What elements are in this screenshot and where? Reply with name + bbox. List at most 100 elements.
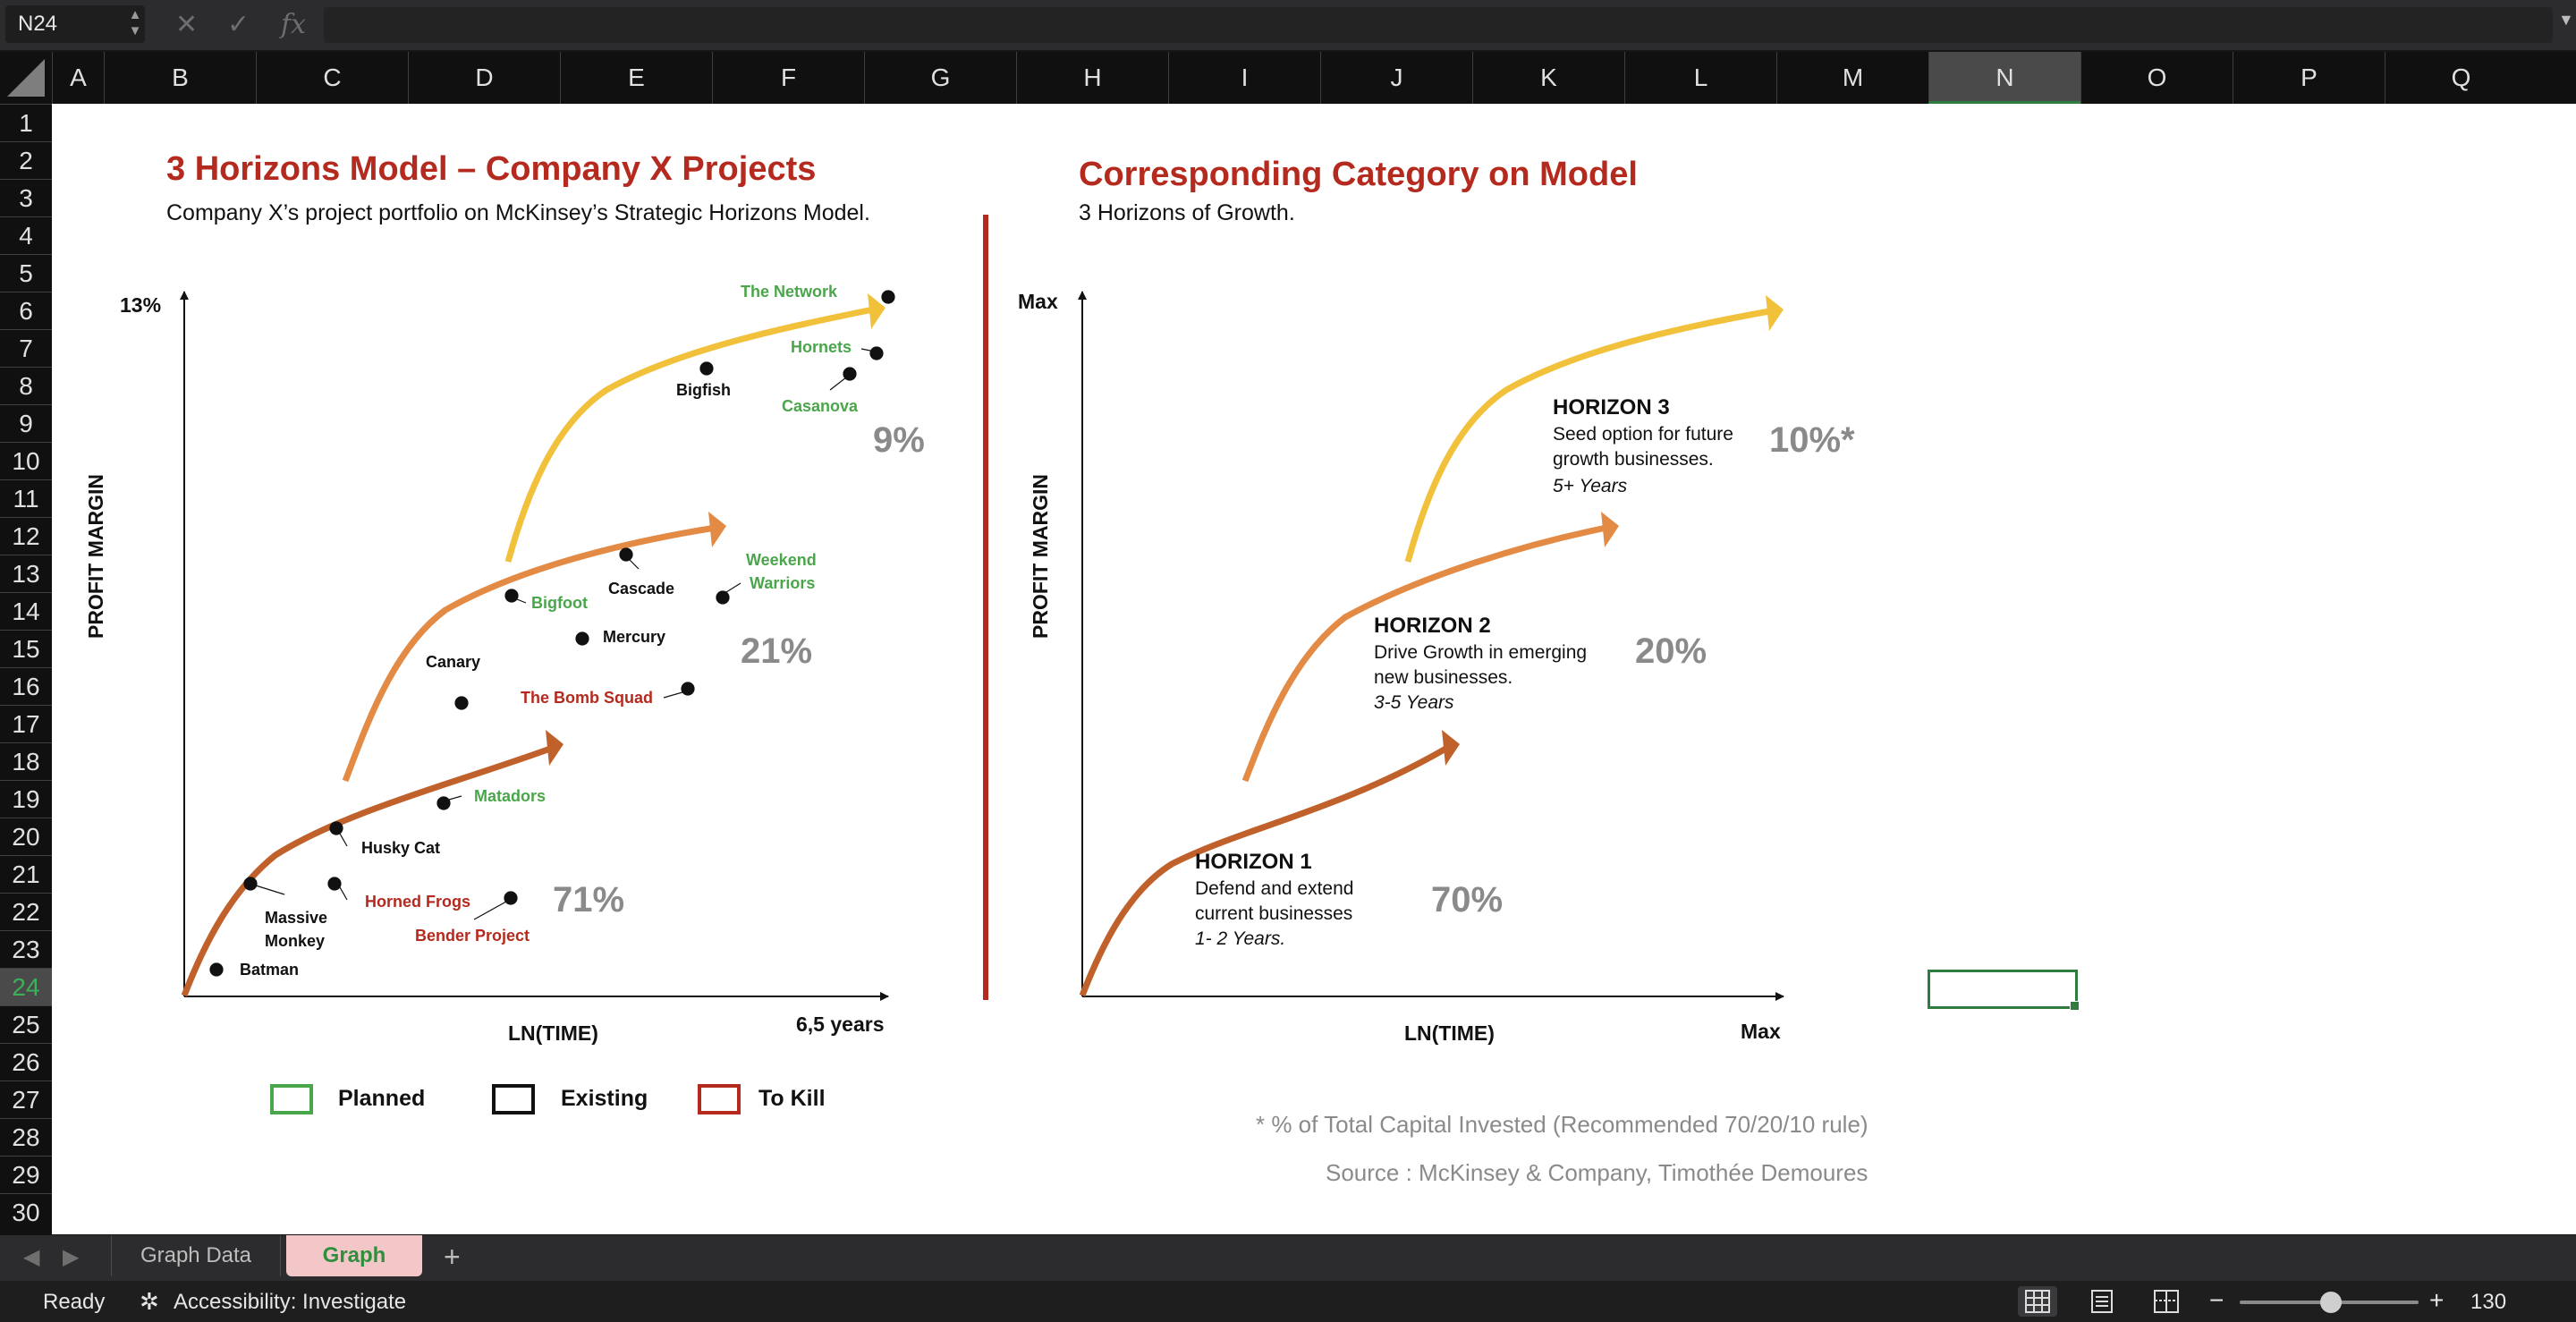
column-header-m[interactable]: M xyxy=(1776,52,1928,104)
name-box-stepper-icon[interactable]: ▲ ▼ xyxy=(128,7,142,38)
column-header-o[interactable]: O xyxy=(2080,52,2233,104)
chevron-down-icon[interactable]: ▼ xyxy=(2558,11,2574,29)
normal-view-button[interactable] xyxy=(2018,1286,2057,1317)
label-husky-cat: Husky Cat xyxy=(361,839,441,857)
function-icon[interactable]: fx xyxy=(281,9,307,40)
row-header-30[interactable]: 30 xyxy=(0,1193,52,1231)
name-box[interactable]: N24 xyxy=(5,5,145,43)
x-icon[interactable]: ✕ xyxy=(175,10,199,39)
row-header-12[interactable]: 12 xyxy=(0,517,52,555)
row-header-18[interactable]: 18 xyxy=(0,742,52,780)
column-header-h[interactable]: H xyxy=(1016,52,1168,104)
column-header-n[interactable]: N xyxy=(1928,52,2080,104)
row-header-5[interactable]: 5 xyxy=(0,254,52,292)
tab-scroll-left-icon[interactable]: ◀ xyxy=(23,1245,40,1269)
horizon-1-description: Defend and extend current businesses xyxy=(1195,878,1354,924)
page-break-view-button[interactable] xyxy=(2147,1286,2186,1317)
check-icon[interactable]: ✓ xyxy=(227,10,250,39)
column-header-k[interactable]: K xyxy=(1472,52,1624,104)
row-header-6[interactable]: 6 xyxy=(0,292,52,329)
right-y-max-label: Max xyxy=(1018,290,1058,313)
right-chart-title: Corresponding Category on Model xyxy=(1079,156,1638,193)
formula-bar: N24 ▲ ▼ ✕ ✓ fx ▼ xyxy=(0,0,2576,52)
accessibility-status[interactable]: Accessibility: Investigate xyxy=(174,1290,407,1314)
row-header-4[interactable]: 4 xyxy=(0,216,52,254)
column-header-j[interactable]: J xyxy=(1320,52,1472,104)
column-header-p[interactable]: P xyxy=(2233,52,2385,104)
horizon-2-title: HORIZON 2 xyxy=(1374,614,1491,638)
row-header-2[interactable]: 2 xyxy=(0,141,52,179)
row-header-13[interactable]: 13 xyxy=(0,555,52,592)
row-header-28[interactable]: 28 xyxy=(0,1118,52,1156)
zoom-out-button[interactable]: − xyxy=(2209,1286,2224,1314)
select-all-button[interactable] xyxy=(0,52,52,104)
source-note: Source : McKinsey & Company, Timothée De… xyxy=(1326,1159,1868,1186)
point-the-bomb-squad xyxy=(681,682,695,696)
point-hornets xyxy=(869,346,884,360)
fill-handle[interactable] xyxy=(2070,1001,2080,1011)
right-x-max-label: Max xyxy=(1741,1020,1781,1043)
label-weekend: Weekend xyxy=(746,551,817,569)
row-header-27[interactable]: 27 xyxy=(0,1080,52,1118)
row-header-29[interactable]: 29 xyxy=(0,1156,52,1193)
row-header-9[interactable]: 9 xyxy=(0,404,52,442)
zoom-slider-thumb[interactable] xyxy=(2320,1292,2342,1313)
row-header-column: 1 2 3 4 5 6 7 8 9 10 11 12 13 14 15 16 1… xyxy=(0,104,52,1234)
label-mercury: Mercury xyxy=(603,628,666,646)
column-header-e[interactable]: E xyxy=(560,52,712,104)
row-header-15[interactable]: 15 xyxy=(0,630,52,667)
column-header-c[interactable]: C xyxy=(256,52,408,104)
row-header-24[interactable]: 24 xyxy=(0,968,52,1005)
column-header-d[interactable]: D xyxy=(408,52,560,104)
tab-graph[interactable]: Graph xyxy=(286,1235,422,1276)
label-warriors: Warriors xyxy=(750,574,816,592)
row-header-10[interactable]: 10 xyxy=(0,442,52,479)
zoom-level[interactable]: 130 xyxy=(2470,1290,2507,1314)
row-header-16[interactable]: 16 xyxy=(0,667,52,705)
column-header-a[interactable]: A xyxy=(52,52,104,104)
tab-scroll-right-icon[interactable]: ▶ xyxy=(63,1245,80,1269)
row-header-1[interactable]: 1 xyxy=(0,104,52,141)
row-header-26[interactable]: 26 xyxy=(0,1043,52,1080)
label-the-bomb-squad: The Bomb Squad xyxy=(521,689,653,707)
sheet-tabs-bar: ◀ ▶ Graph Data Graph + xyxy=(0,1234,2576,1282)
column-header-q[interactable]: Q xyxy=(2385,52,2537,104)
left-horizon-2-curve xyxy=(342,524,716,783)
row-header-3[interactable]: 3 xyxy=(0,179,52,216)
page-layout-view-button[interactable] xyxy=(2082,1286,2122,1317)
row-header-23[interactable]: 23 xyxy=(0,930,52,968)
left-y-axis-label: PROFIT MARGIN xyxy=(84,474,107,639)
row-header-19[interactable]: 19 xyxy=(0,780,52,818)
row-header-14[interactable]: 14 xyxy=(0,592,52,630)
formula-input[interactable] xyxy=(324,7,2553,43)
row-header-11[interactable]: 11 xyxy=(0,479,52,517)
left-horizon-3-curve xyxy=(504,306,874,563)
legend-existing-swatch xyxy=(492,1084,535,1114)
accessibility-icon[interactable]: ✲ xyxy=(140,1288,159,1315)
horizon-1-percent: 70% xyxy=(1431,880,1504,919)
active-cell-n24[interactable] xyxy=(1928,970,2080,1011)
point-bigfoot xyxy=(504,589,519,603)
column-header-l[interactable]: L xyxy=(1624,52,1776,104)
row-header-21[interactable]: 21 xyxy=(0,855,52,893)
left-chart-subtitle: Company X’s project portfolio on McKinse… xyxy=(166,200,870,225)
point-massive-monkey xyxy=(243,877,258,891)
horizon-3-description: Seed option for future growth businesses… xyxy=(1553,424,1733,470)
column-header-i[interactable]: I xyxy=(1168,52,1320,104)
column-header-f[interactable]: F xyxy=(712,52,864,104)
add-sheet-button[interactable]: + xyxy=(444,1241,461,1273)
column-header-b[interactable]: B xyxy=(104,52,256,104)
row-header-20[interactable]: 20 xyxy=(0,818,52,855)
column-header-g[interactable]: G xyxy=(864,52,1016,104)
tab-graph-data[interactable]: Graph Data xyxy=(111,1235,281,1276)
row-header-7[interactable]: 7 xyxy=(0,329,52,367)
left-horizon-1-percent: 71% xyxy=(553,880,625,919)
row-header-17[interactable]: 17 xyxy=(0,705,52,742)
row-header-25[interactable]: 25 xyxy=(0,1005,52,1043)
worksheet-grid[interactable]: 3 Horizons Model – Company X Projects Co… xyxy=(52,104,2576,1234)
horizon-2-description: Drive Growth in emerging new businesses. xyxy=(1374,642,1588,688)
row-header-8[interactable]: 8 xyxy=(0,367,52,404)
label-bigfish: Bigfish xyxy=(676,381,731,399)
zoom-in-button[interactable]: + xyxy=(2429,1286,2445,1314)
row-header-22[interactable]: 22 xyxy=(0,893,52,930)
